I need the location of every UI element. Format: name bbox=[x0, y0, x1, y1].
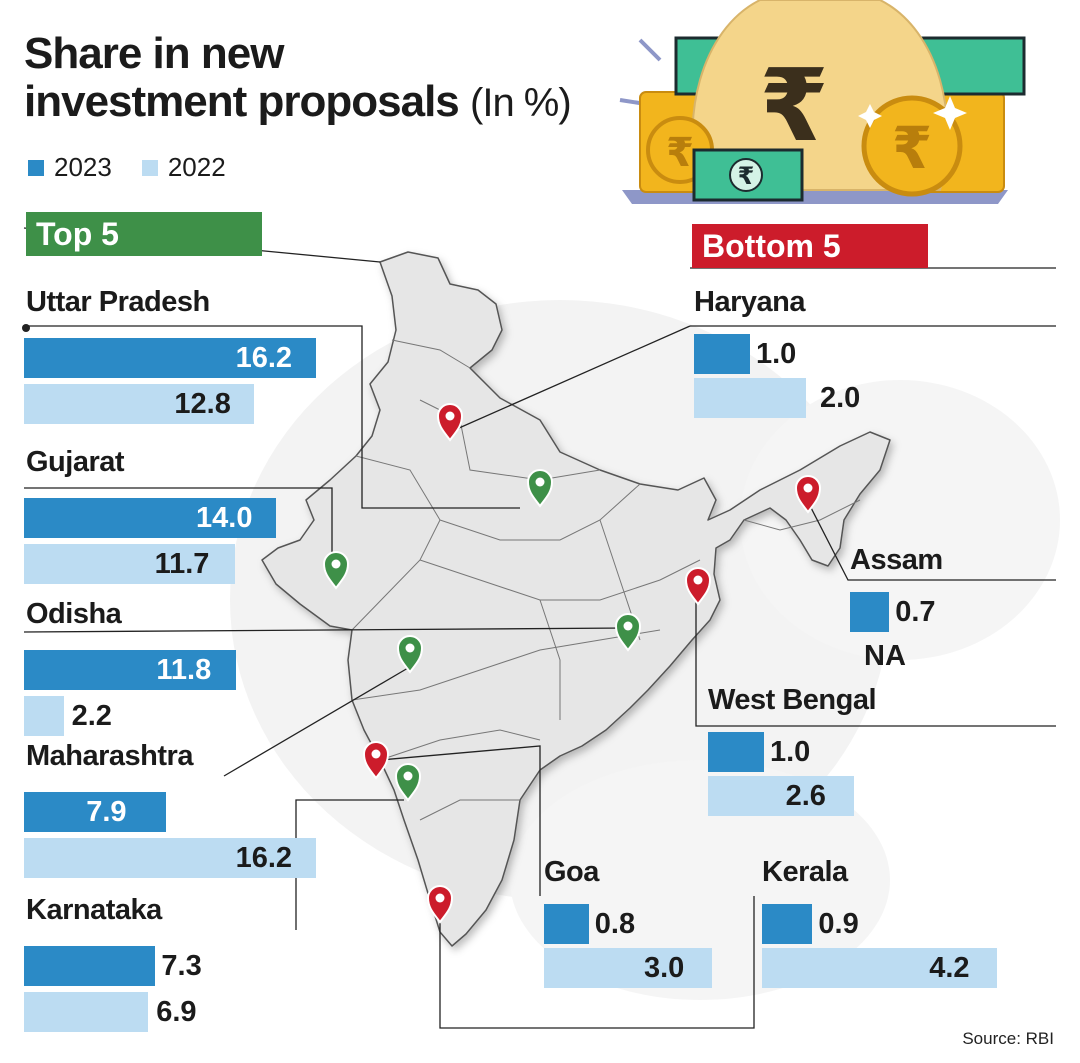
value-2023-goa: 0.8 bbox=[594, 908, 636, 940]
map-pin-icon-karnataka bbox=[394, 763, 422, 802]
bar-2023-goa bbox=[544, 904, 589, 944]
bar-2023-west-bengal bbox=[708, 732, 764, 772]
map-pin-icon-haryana bbox=[436, 403, 464, 442]
bar-2022-karnataka bbox=[24, 992, 149, 1032]
legend: 2023 2022 bbox=[28, 152, 256, 183]
bar-2023-assam bbox=[850, 592, 890, 632]
chart-title: Share in new investment proposals (In %) bbox=[24, 29, 572, 127]
value-2023-gujarat: 14.0 bbox=[196, 502, 253, 534]
legend-swatch-2022 bbox=[141, 159, 158, 176]
value-2023-karnataka: 7.3 bbox=[161, 950, 202, 982]
bar-2022-west-bengal bbox=[708, 776, 854, 816]
value-2022-gujarat: 11.7 bbox=[154, 548, 210, 580]
svg-text:₹: ₹ bbox=[666, 130, 694, 176]
svg-text:₹: ₹ bbox=[892, 114, 932, 182]
map-pin-icon-kerala bbox=[426, 885, 454, 924]
value-2022-haryana: 2.0 bbox=[820, 382, 861, 414]
state-label-karnataka: Karnataka bbox=[26, 894, 162, 926]
map-pin-icon-goa bbox=[362, 741, 390, 780]
value-2022-odisha: 2.2 bbox=[71, 700, 112, 732]
value-2022-assam: NA bbox=[864, 640, 906, 672]
value-2023-haryana: 1.0 bbox=[756, 338, 797, 370]
value-2022-uttar-pradesh: 12.8 bbox=[174, 388, 231, 420]
bar-2022-maharashtra bbox=[24, 838, 316, 878]
map-pin-icon-gujarat bbox=[322, 551, 350, 590]
legend-swatch-2023 bbox=[28, 159, 44, 176]
bar-2022-uttar-pradesh bbox=[24, 384, 255, 424]
bottom5-header: Bottom 5 bbox=[692, 224, 928, 268]
bar-2023-karnataka bbox=[24, 946, 156, 986]
bar-2022-kerala bbox=[762, 948, 998, 988]
state-label-goa: Goa bbox=[544, 856, 599, 888]
source-note: Source: RBI bbox=[962, 1029, 1054, 1048]
value-2023-west-bengal: 1.0 bbox=[770, 736, 811, 768]
state-label-haryana: Haryana bbox=[694, 286, 805, 318]
value-2023-odisha: 11.8 bbox=[156, 654, 212, 686]
state-label-odisha: Odisha bbox=[26, 598, 122, 630]
legend-label-2023: 2023 bbox=[54, 152, 112, 182]
svg-text:₹: ₹ bbox=[759, 47, 829, 164]
map-pin-icon-assam bbox=[794, 475, 822, 514]
value-2023-kerala: 0.9 bbox=[818, 908, 859, 940]
title-unit: (In %) bbox=[470, 81, 572, 125]
value-2023-maharashtra: 7.9 bbox=[86, 796, 127, 828]
state-label-assam: Assam bbox=[850, 544, 943, 576]
coin-icon bbox=[861, 95, 963, 197]
map-pin-icon-maharashtra bbox=[396, 635, 424, 674]
connector-dot bbox=[22, 324, 30, 332]
title-line-1: Share in new bbox=[24, 29, 284, 78]
state-borders bbox=[351, 339, 861, 821]
value-2022-kerala: 4.2 bbox=[929, 952, 970, 984]
title-line-2: investment proposals bbox=[24, 77, 460, 126]
map-pin-icon-west-bengal bbox=[684, 567, 712, 606]
legend-label-2022: 2022 bbox=[167, 152, 226, 182]
bar-2023-uttar-pradesh bbox=[24, 338, 316, 378]
bar-2022-odisha bbox=[24, 696, 64, 736]
bar-2022-gujarat bbox=[24, 544, 235, 584]
bar-2022-haryana bbox=[694, 378, 806, 418]
bar-2023-maharashtra bbox=[24, 792, 167, 832]
value-2022-goa: 3.0 bbox=[644, 952, 685, 984]
state-label-west-bengal: West Bengal bbox=[708, 684, 877, 716]
svg-text:₹: ₹ bbox=[738, 162, 755, 190]
state-label-maharashtra: Maharashtra bbox=[26, 740, 193, 772]
bar-2023-kerala bbox=[762, 904, 813, 944]
state-label-gujarat: Gujarat bbox=[26, 446, 125, 478]
value-2022-karnataka: 6.9 bbox=[156, 996, 197, 1028]
bar-2022-goa bbox=[544, 948, 712, 988]
bar-2023-gujarat bbox=[24, 498, 276, 538]
money-bag-illustration: ₹ ₹ ₹ ₹ bbox=[619, 0, 1026, 204]
state-label-kerala: Kerala bbox=[762, 856, 848, 888]
map-pin-icon-odisha bbox=[614, 613, 642, 652]
map-pin-icon-uttar-pradesh bbox=[526, 469, 554, 508]
state-label-uttar-pradesh: Uttar Pradesh bbox=[26, 286, 210, 318]
value-2023-assam: 0.7 bbox=[895, 596, 936, 628]
bar-2023-odisha bbox=[24, 650, 237, 690]
top5-header: Top 5 bbox=[26, 212, 262, 256]
value-2022-west-bengal: 2.6 bbox=[785, 780, 826, 812]
value-2023-uttar-pradesh: 16.2 bbox=[235, 342, 293, 374]
bar-2023-haryana bbox=[694, 334, 750, 374]
value-2022-maharashtra: 16.2 bbox=[235, 842, 293, 874]
